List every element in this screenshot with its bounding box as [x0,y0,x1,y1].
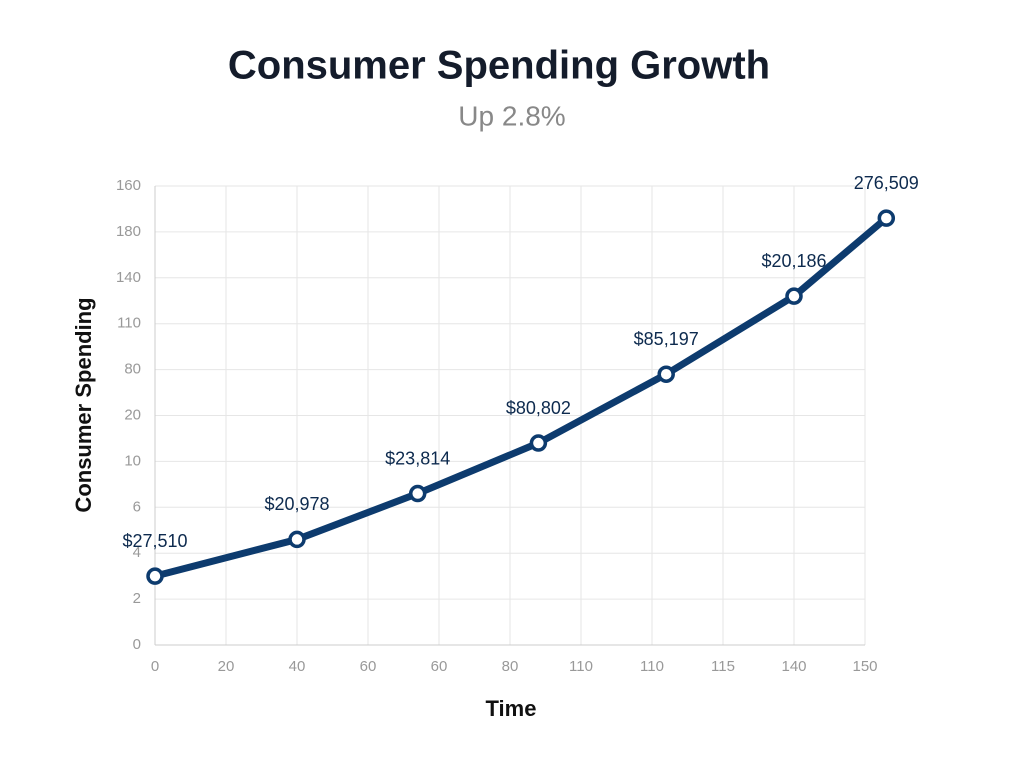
y-tick-label: 110 [117,315,141,332]
y-tick-label: 6 [133,498,141,515]
x-tick-label: 40 [289,658,306,675]
point-label: $20,978 [264,494,329,514]
point-label: $27,510 [122,531,187,551]
x-axis-label: Time [486,696,537,721]
y-tick-label: 140 [116,269,141,286]
point [288,530,306,549]
y-tick-label: 2 [133,590,141,607]
y-tick-label: 160 [116,177,141,194]
point-label: 276,509 [854,173,919,193]
x-tick-label: 115 [711,658,735,675]
x-tick-label: 60 [431,658,448,675]
point [146,567,164,585]
y-tick-label: 4 [133,544,141,561]
x-tick-label: 60 [360,658,377,675]
point-label: $80,802 [506,398,571,418]
x-tick-label: 80 [502,658,519,675]
x-tick-label: 110 [569,658,593,675]
point [408,484,427,503]
x-tick-label: 150 [852,658,877,675]
point-label: $23,814 [385,448,450,468]
x-tick-label: 140 [781,658,806,675]
point [785,287,803,305]
y-tick-label: 0 [133,636,141,653]
point [529,434,548,452]
x-tick-label: 0 [151,658,159,675]
point [877,209,896,227]
point-label: $85,197 [634,329,699,349]
x-tick-label: 20 [218,658,235,675]
point [657,365,675,383]
x-tick-label: 110 [640,658,664,675]
point-label: $20,186 [761,251,826,271]
y-tick-label: 180 [116,223,141,240]
y-tick-label: 20 [124,406,141,423]
y-tick-label: 10 [124,452,141,469]
y-axis-label: Consumer Spending [71,297,96,512]
chart-subtitle: Up 2.8% [458,100,565,131]
chart-title: Consumer Spending Growth [228,44,770,88]
y-tick-label: 80 [124,361,141,378]
